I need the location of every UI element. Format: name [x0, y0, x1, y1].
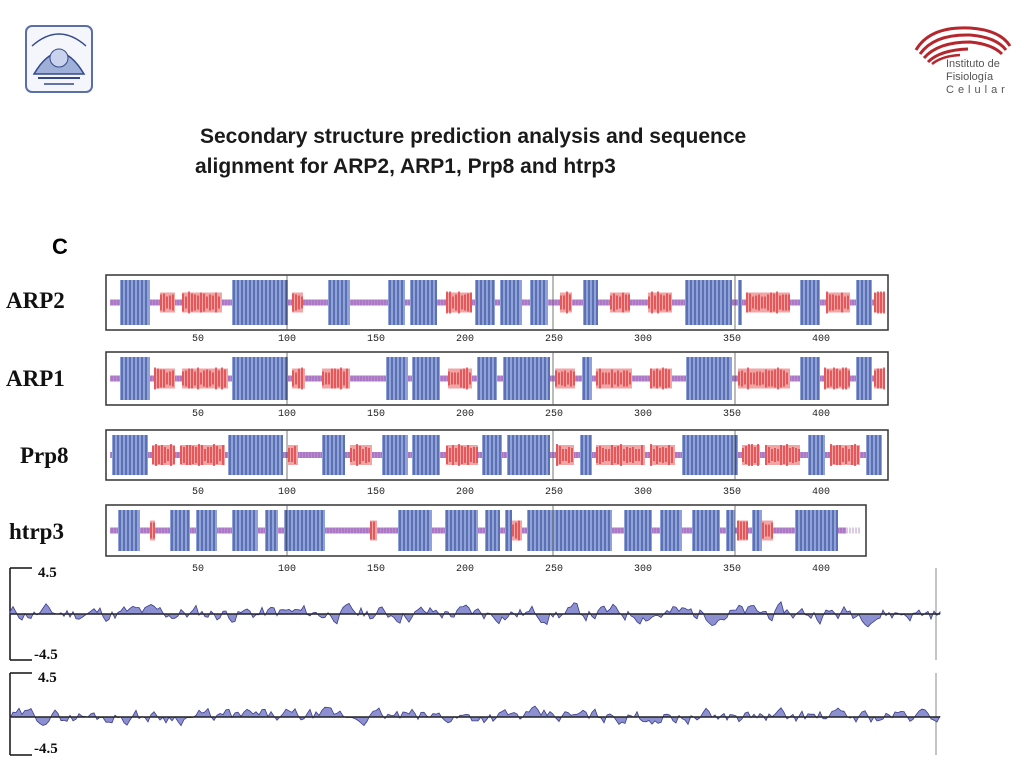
helix-block [398, 510, 432, 551]
tick-label: 200 [456, 487, 474, 498]
tick-label: 200 [456, 409, 474, 420]
helix-block [485, 510, 500, 551]
tick-label: 50 [192, 409, 204, 420]
strand-block [288, 445, 298, 465]
strand-block [560, 292, 572, 313]
helix-block [388, 280, 405, 325]
strand-block [448, 368, 472, 389]
ifc-logo-mark [914, 26, 1012, 65]
helix-block [866, 435, 882, 475]
helix-block [682, 435, 738, 475]
track-label-htrp3: htrp3 [9, 519, 64, 544]
profile1-ymin: -4.5 [34, 647, 58, 663]
tick-label: 350 [723, 409, 741, 420]
profile1-ymax: 4.5 [38, 565, 57, 581]
tick-label: 400 [812, 564, 830, 575]
helix-block [505, 510, 512, 551]
ifc-logo-line3: Celular [946, 84, 1009, 96]
profile2-ymin: -4.5 [34, 741, 58, 757]
helix-block [232, 280, 288, 325]
helix-block [582, 357, 592, 400]
tick-label: 50 [192, 564, 204, 575]
helix-block [685, 280, 732, 325]
tick-label: 250 [545, 334, 563, 345]
strand-block [152, 445, 175, 465]
tick-label: 150 [367, 564, 385, 575]
track-label-prp8: Prp8 [20, 443, 69, 468]
strand-block [292, 292, 303, 313]
tick-label: 150 [367, 409, 385, 420]
strand-block [826, 292, 850, 313]
tick-label: 350 [723, 564, 741, 575]
tick-label: 50 [192, 487, 204, 498]
helix-block [118, 510, 140, 551]
helix-block [856, 357, 872, 400]
helix-block [445, 510, 478, 551]
hydropathy-profile-2 [9, 705, 941, 727]
tick-label: 200 [456, 334, 474, 345]
ifc-logo-line2: Fisiología [946, 71, 994, 83]
helix-block [726, 510, 735, 551]
tick-label: 350 [723, 334, 741, 345]
strand-block [648, 292, 672, 313]
helix-block [386, 357, 408, 400]
strand-block [737, 520, 748, 541]
tick-label: 250 [545, 409, 563, 420]
helix-block [500, 280, 522, 325]
tick-label: 150 [367, 487, 385, 498]
title-line-1: Secondary structure prediction analysis … [200, 125, 747, 148]
helix-block [752, 510, 762, 551]
tick-label: 200 [456, 564, 474, 575]
track-label-arp2: ARP2 [6, 288, 65, 313]
panel-label: C [52, 234, 68, 259]
tick-label: 300 [634, 564, 652, 575]
title-line-2: alignment for ARP2, ARP1, Prp8 and htrp3 [195, 155, 616, 178]
helix-block [228, 435, 283, 475]
tick-label: 100 [278, 564, 296, 575]
strand-block [765, 445, 800, 465]
unam-seal-logo [25, 25, 93, 93]
track-label-arp1: ARP1 [6, 366, 65, 391]
tick-label: 250 [545, 487, 563, 498]
tick-label: 400 [812, 409, 830, 420]
tick-label: 400 [812, 334, 830, 345]
helix-block [328, 280, 350, 325]
strand-block [874, 292, 885, 313]
coil-backbone [110, 299, 885, 306]
strand-block [596, 368, 632, 389]
helix-block [686, 357, 732, 400]
profile2-ymax: 4.5 [38, 670, 57, 686]
helix-block [322, 435, 345, 475]
helix-block [120, 280, 150, 325]
strand-block [762, 520, 773, 541]
tick-label: 150 [367, 334, 385, 345]
tick-label: 100 [278, 334, 296, 345]
tick-label: 100 [278, 487, 296, 498]
tick-label: 50 [192, 334, 204, 345]
helix-block [856, 280, 872, 325]
tick-label: 250 [545, 564, 563, 575]
helix-block [232, 357, 288, 400]
coil-backbone [110, 375, 885, 382]
tick-label: 100 [278, 409, 296, 420]
helix-block [120, 357, 150, 400]
tick-label: 300 [634, 487, 652, 498]
slide-title: Secondary structure prediction analysis … [195, 122, 895, 182]
helix-block [583, 280, 598, 325]
tick-label: 400 [812, 487, 830, 498]
helix-block [808, 435, 825, 475]
tick-label: 300 [634, 334, 652, 345]
tick-label: 350 [723, 487, 741, 498]
helix-block [530, 280, 548, 325]
strand-block [874, 368, 885, 389]
helix-block [660, 510, 682, 551]
tick-label: 300 [634, 409, 652, 420]
helix-block [503, 357, 550, 400]
strand-block [512, 520, 522, 541]
strand-block [150, 520, 155, 541]
ifc-logo-line1: Instituto de [946, 58, 1000, 70]
